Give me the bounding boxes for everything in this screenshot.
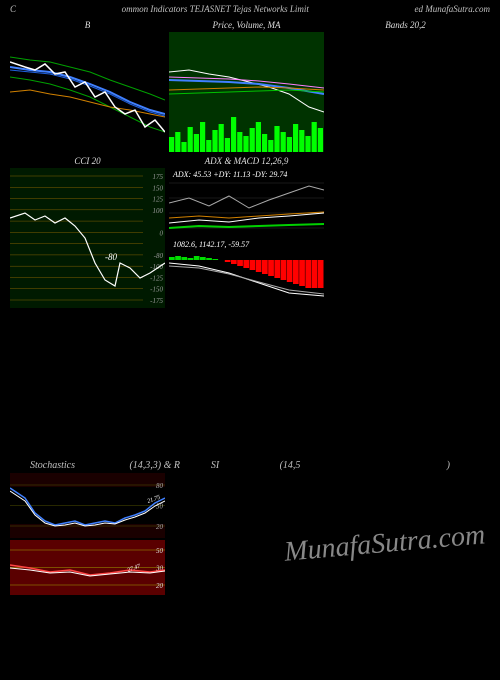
svg-text:150: 150 (153, 184, 164, 192)
header-left: C (10, 4, 16, 14)
row-3: 80502021.75 50302027.47 (0, 473, 500, 595)
stoch-title-3: SI (180, 460, 250, 471)
chart-stochastics: 80502021.75 (10, 473, 165, 538)
svg-text:100: 100 (153, 207, 164, 215)
panel-bands: Bands 20,2 (328, 18, 483, 152)
chart-cci: 175 150 125 100 0 -80 -100 -125 -150 -175 -80 (10, 168, 165, 308)
panel-adx-macd: ADX & MACD 12,26,9 ADX: 45.53 +DY: 11.13… (169, 154, 324, 308)
bollinger-title: B (10, 18, 165, 32)
svg-text:-125: -125 (150, 274, 163, 282)
header-right: ed MunafaSutra.com (414, 4, 490, 14)
adx-wrap: ADX: 45.53 +DY: 11.13 -DY: 29.74 (169, 168, 324, 238)
macd-readout: 1082.6, 1142.17, -59.57 (173, 240, 249, 249)
svg-text:-100: -100 (150, 263, 163, 271)
macd-wrap: 1082.6, 1142.17, -59.57 (169, 238, 324, 308)
svg-text:0: 0 (160, 229, 164, 237)
svg-text:175: 175 (153, 173, 164, 181)
page-header: C ommon Indicators TEJASNET Tejas Networ… (0, 0, 500, 18)
chart-price-ma (169, 32, 324, 152)
svg-text:-175: -175 (150, 297, 163, 305)
svg-text:125: 125 (153, 196, 164, 204)
adx-title: ADX & MACD 12,26,9 (169, 154, 324, 168)
price-ma-title: Price, Volume, MA (169, 18, 324, 32)
bands-title: Bands 20,2 (328, 18, 483, 32)
cci-title: CCI 20 (10, 154, 165, 168)
svg-text:-150: -150 (150, 286, 163, 294)
svg-text:20: 20 (156, 523, 164, 531)
svg-text:20: 20 (156, 582, 164, 590)
chart-rsi: 50302027.47 (10, 540, 165, 595)
adx-readout: ADX: 45.53 +DY: 11.13 -DY: 29.74 (173, 170, 287, 179)
row-1: B Price, Volume, MA Bands 20,2 (0, 18, 500, 152)
svg-text:-80: -80 (154, 252, 164, 260)
row-3-titles: Stochastics (14,3,3) & R SI (14,5 ) (0, 460, 500, 471)
stoch-title-1: Stochastics (30, 460, 90, 471)
spacer (0, 310, 500, 460)
svg-text:50: 50 (156, 547, 164, 555)
row-2: CCI 20 175 150 125 100 0 -80 -100 -125 -150 -175 -… (0, 154, 500, 308)
stoch-title-4: (14,5 (250, 460, 330, 471)
chart-bands (328, 32, 483, 152)
stoch-title-5: ) (330, 460, 450, 471)
svg-text:-80: -80 (105, 252, 117, 262)
panel-price-ma: Price, Volume, MA (169, 18, 324, 152)
stoch-title-2: (14,3,3) & R (90, 460, 180, 471)
panel-bollinger: B (10, 18, 165, 152)
chart-bollinger (10, 32, 165, 152)
header-center: ommon Indicators TEJASNET Tejas Networks… (122, 4, 309, 14)
svg-text:80: 80 (156, 482, 164, 490)
panel-cci: CCI 20 175 150 125 100 0 -80 -100 -125 -150 -175 -… (10, 154, 165, 308)
